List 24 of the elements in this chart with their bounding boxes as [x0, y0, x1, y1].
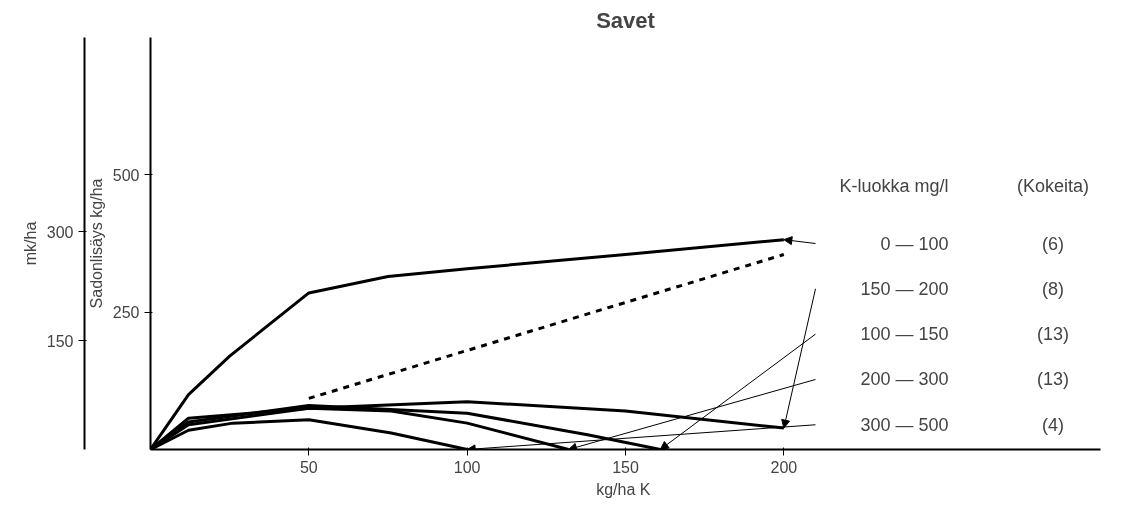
legend-title: K-luokka mg/l: [839, 175, 949, 196]
annotation: (13): [1037, 369, 1070, 390]
chart-title: Savet: [596, 7, 656, 33]
y2-tick-label: 150: [46, 332, 74, 350]
text: 0 — 100: [880, 233, 949, 254]
y-tick-label: 250: [112, 304, 140, 322]
x-tick-label: 100: [453, 458, 481, 476]
x-tick-label: 150: [612, 458, 639, 476]
text: 300 — 500: [860, 414, 949, 435]
annotation: (Kokeita): [1016, 175, 1090, 196]
annotation: (4): [1042, 414, 1064, 435]
annotation: (13): [1037, 324, 1070, 345]
y2-axis-title: mk/ha: [21, 221, 39, 266]
text: 100 — 150: [860, 324, 949, 345]
text: 150 — 200: [860, 278, 949, 299]
annotation: (6): [1042, 233, 1064, 254]
x-tick-label: 50: [299, 458, 318, 476]
y-tick-label: 500: [112, 166, 140, 184]
annotation: (8): [1042, 278, 1064, 299]
x-tick-label: 200: [770, 458, 798, 476]
y-axis-title: Sadonlisäys kg/ha: [87, 178, 105, 309]
x-axis-title: kg/ha K: [596, 480, 651, 498]
text: 200 — 300: [860, 369, 949, 390]
y2-tick-label: 300: [46, 223, 74, 241]
